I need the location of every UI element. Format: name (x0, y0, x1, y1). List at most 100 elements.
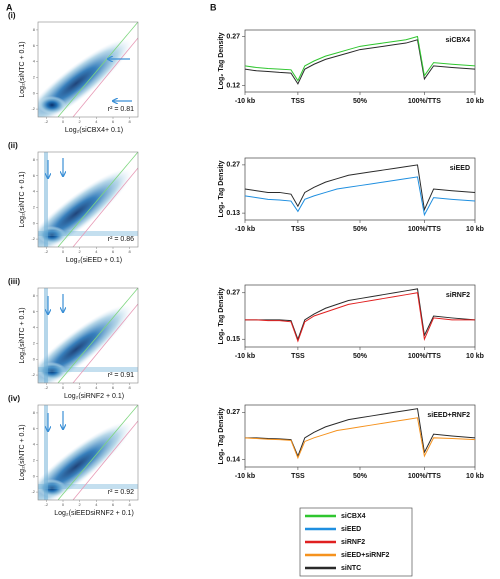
y-tick-label: 8 (33, 27, 36, 32)
y-tick-label: 0.27 (226, 162, 240, 169)
x-tick-label: -2 (45, 502, 49, 507)
x-tick-label: 6 (112, 249, 115, 254)
y-tick-label: 8 (33, 293, 36, 298)
y-tick-label: 4 (33, 442, 36, 447)
x-tick-label: TSS (291, 226, 305, 233)
y-tick-label: 6 (33, 309, 36, 314)
x-axis-label: Log₂(siRNF2 + 0.1) (64, 393, 124, 400)
chart-title: siCBX4 (445, 37, 470, 44)
x-tick-label: -10 kb (235, 473, 255, 480)
y-tick-label: 6 (33, 426, 36, 431)
y-axis-label: Log₂(siNTC + 0.1) (19, 41, 26, 97)
x-tick-label: TSS (291, 98, 305, 105)
x-tick-label: 8 (129, 249, 132, 254)
legend-label: siRNF2 (341, 539, 365, 546)
series-line (244, 35, 476, 82)
y-tick-label: 0.27 (226, 33, 240, 40)
x-tick-label: 10 kb (466, 98, 484, 105)
legend-label: siCBX4 (341, 513, 366, 520)
density-plot (38, 288, 138, 383)
y-tick-label: 2 (33, 340, 36, 345)
plot-frame (244, 157, 476, 221)
density-core (38, 96, 66, 114)
y-tick-label: -2 (31, 372, 35, 377)
y-tick-label: 6 (33, 173, 36, 178)
x-tick-label: 6 (112, 385, 115, 390)
legend-label: siEED (341, 526, 361, 533)
plot-frame (37, 404, 139, 501)
y-tick-label: 0 (33, 220, 36, 225)
chart-title: siRNF2 (446, 292, 470, 299)
annotation: r² = 0.81 (108, 106, 134, 113)
series-line (244, 39, 476, 85)
density-streak (44, 405, 48, 500)
x-tick-label: 50% (353, 226, 368, 233)
x-tick-label: -2 (45, 249, 49, 254)
y-tick-label: 2 (33, 74, 36, 79)
panel-label: A (6, 2, 13, 12)
y-tick-label: 0.14 (226, 457, 240, 464)
y-tick-label: 0.12 (226, 82, 240, 89)
plot-frame (244, 284, 476, 348)
panel-label: (i) (8, 11, 16, 20)
density-streak (38, 367, 138, 372)
offset-line (72, 167, 138, 247)
panel-label: (iv) (8, 394, 20, 403)
y-axis-label: Log₂ Tag Density (218, 160, 225, 217)
identity-line (57, 288, 138, 383)
density-streak (44, 152, 48, 247)
y-axis-label: Log₂(siNTC + 0.1) (19, 307, 26, 363)
y-tick-label: 0 (33, 473, 36, 478)
x-tick-label: 8 (129, 385, 132, 390)
plot-frame (37, 151, 139, 248)
x-tick-label: 50% (353, 353, 368, 360)
series-line (245, 292, 475, 343)
x-tick-label: 50% (353, 98, 368, 105)
x-tick-label: 4 (95, 119, 98, 124)
plot-frame (244, 29, 476, 93)
x-tick-label: TSS (291, 353, 305, 360)
x-tick-label: 4 (95, 502, 98, 507)
x-tick-label: TSS (291, 473, 305, 480)
offset-line (72, 420, 138, 500)
density-streak (38, 484, 138, 489)
plot-frame (37, 21, 139, 118)
x-tick-label: 10 kb (466, 353, 484, 360)
identity-line (57, 22, 138, 117)
series-line (245, 288, 476, 341)
chart-title: siEED (450, 165, 470, 172)
plot-frame (244, 404, 476, 468)
legend-label: siEED+siRNF2 (341, 552, 390, 559)
x-tick-label: 10 kb (466, 473, 484, 480)
y-axis-label: Log₂(siNTC + 0.1) (19, 424, 26, 480)
y-tick-label: 2 (33, 204, 36, 209)
y-tick-label: -2 (31, 106, 35, 111)
x-tick-label: -10 kb (235, 226, 255, 233)
x-tick-label: 50% (353, 473, 368, 480)
panel-label: B (210, 2, 217, 12)
y-tick-label: 4 (33, 325, 36, 330)
x-tick-label: 8 (129, 119, 132, 124)
x-tick-label: -10 kb (235, 353, 255, 360)
series-line (244, 164, 476, 212)
x-tick-label: 10 kb (466, 226, 484, 233)
offset-line (72, 37, 138, 117)
density-streak (44, 288, 48, 383)
y-tick-label: 4 (33, 189, 36, 194)
legend-label: siNTC (341, 565, 361, 572)
x-tick-label: 6 (112, 119, 115, 124)
x-tick-label: 6 (112, 502, 115, 507)
offset-line (72, 303, 138, 383)
series-line (245, 408, 476, 458)
identity-line (57, 152, 138, 247)
x-axis-label: Log₂(siCBX4+ 0.1) (65, 127, 123, 134)
y-axis-label: Log₂ Tag Density (218, 407, 225, 464)
x-tick-label: 0 (62, 249, 65, 254)
y-tick-label: 2 (33, 457, 36, 462)
series-line (244, 176, 476, 217)
x-tick-label: 0 (62, 119, 65, 124)
x-tick-label: 100%/TTS (408, 353, 441, 360)
x-tick-label: 100%/TTS (408, 98, 441, 105)
annotation: r² = 0.92 (108, 489, 134, 496)
y-tick-label: 6 (33, 43, 36, 48)
